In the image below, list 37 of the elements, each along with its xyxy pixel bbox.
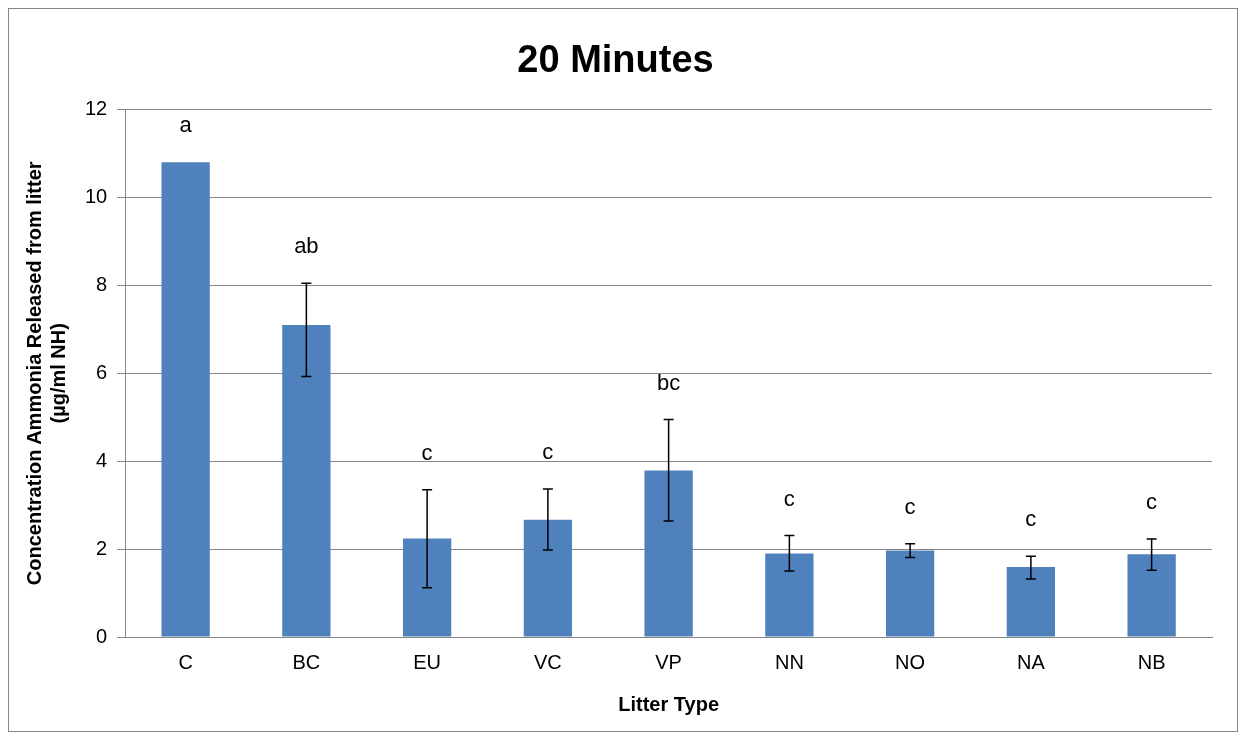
- x-tick-label: VC: [533, 650, 562, 673]
- y-tick-label: 0: [96, 624, 108, 647]
- y-tick-label: 12: [85, 97, 108, 120]
- x-tick-label: EU: [413, 650, 442, 673]
- y-tick-label: 10: [85, 185, 108, 208]
- x-tick-label: NA: [1016, 650, 1046, 673]
- x-tick-label: BC: [292, 650, 321, 673]
- y-tick-label: 4: [96, 448, 108, 471]
- bar: [161, 162, 210, 637]
- bar: [523, 519, 573, 637]
- annotation: c: [1025, 506, 1037, 532]
- y-tick-label: 6: [96, 360, 108, 383]
- bar: [644, 470, 693, 637]
- annotation: c: [421, 439, 433, 465]
- annotation: c: [542, 438, 554, 464]
- y-tick-label: 2: [96, 536, 108, 559]
- annotation: a: [179, 112, 193, 138]
- bar: [282, 324, 331, 637]
- x-tick-label: VP: [655, 650, 682, 673]
- bar: [1127, 554, 1176, 637]
- bar: [885, 550, 935, 637]
- x-tick-label: NN: [774, 650, 804, 673]
- y-axis-title: Concentration Ammonia Released from litter (µg/ml NH): [22, 161, 69, 586]
- annotation: c: [904, 493, 916, 519]
- y-tick-label: 8: [96, 272, 108, 295]
- x-tick-label: C: [178, 650, 193, 673]
- bar: [402, 538, 452, 637]
- chart-title: 20 Minutes: [517, 38, 714, 81]
- bar: [1006, 567, 1056, 637]
- annotation: bc: [657, 369, 681, 395]
- annotation: c: [1146, 489, 1158, 515]
- annotation: ab: [294, 233, 319, 259]
- annotation: c: [783, 485, 795, 511]
- x-tick-label: NB: [1137, 650, 1166, 673]
- x-tick-label: NO: [895, 650, 926, 673]
- x-axis-title: Litter Type: [618, 692, 720, 715]
- bar: [765, 553, 814, 637]
